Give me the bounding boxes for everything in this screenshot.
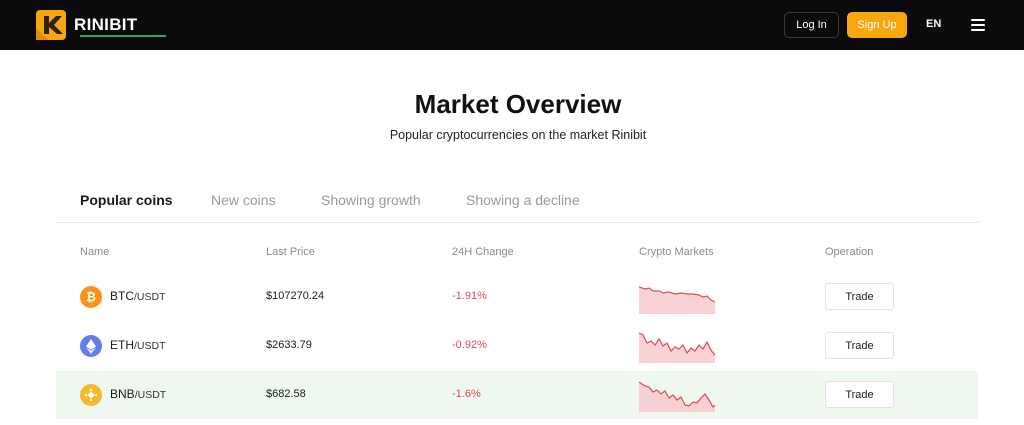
column-header-crypto-markets: Crypto Markets <box>639 246 714 258</box>
last-price: $682.58 <box>266 388 306 400</box>
hamburger-menu-icon[interactable] <box>971 19 985 31</box>
trade-button[interactable]: Trade <box>825 283 894 310</box>
tab-showing-growth[interactable]: Showing growth <box>321 192 421 208</box>
brand-name: RINIBIT <box>74 15 138 34</box>
change-24h: -1.6% <box>452 388 481 400</box>
change-24h: -0.92% <box>452 339 487 351</box>
trade-button[interactable]: Trade <box>825 332 894 359</box>
last-price: $2633.79 <box>266 339 312 351</box>
table-row-eth[interactable]: ETH/USDT $2633.79 -0.92% Trade <box>56 322 978 370</box>
active-tab-underline <box>80 35 166 37</box>
sparkline-chart <box>639 332 715 363</box>
last-price: $107270.24 <box>266 290 325 302</box>
top-navigation-bar: RINIBIT Log In Sign Up EN <box>0 0 1024 50</box>
tab-new-coins[interactable]: New coins <box>211 192 276 208</box>
change-24h: -1.91% <box>452 290 487 302</box>
signup-button[interactable]: Sign Up <box>847 12 907 38</box>
sparkline-chart <box>639 381 715 412</box>
column-header-last-price: Last Price <box>266 246 315 258</box>
table-row-bnb[interactable]: BNB/USDT $682.58 -1.6% Trade <box>56 371 978 419</box>
column-header-name: Name <box>80 246 110 258</box>
pair-label: ETH/USDT <box>110 338 166 352</box>
pair-quote: /USDT <box>134 340 166 352</box>
page-title: Market Overview <box>414 89 622 119</box>
page-subtitle: Popular cryptocurrencies on the market R… <box>389 128 647 142</box>
pair-base: BTC <box>110 289 134 303</box>
trade-button[interactable]: Trade <box>825 381 894 408</box>
pair-base: ETH <box>110 338 134 352</box>
table-row-btc[interactable]: ₿ BTC/USDT $107270.24 -1.91% Trade <box>56 273 978 321</box>
brand[interactable]: RINIBIT <box>36 10 137 40</box>
pair-label: BNB/USDT <box>110 387 166 401</box>
pair-label: BTC/USDT <box>110 289 166 303</box>
ethereum-icon <box>80 335 102 357</box>
login-button[interactable]: Log In <box>784 12 839 38</box>
language-selector[interactable]: EN <box>926 18 942 30</box>
pair-base: BNB <box>110 387 135 401</box>
bitcoin-icon: ₿ <box>80 286 102 308</box>
pair-quote: /USDT <box>134 291 166 303</box>
tab-showing-decline[interactable]: Showing a decline <box>466 192 580 208</box>
pair-quote: /USDT <box>134 389 167 401</box>
bnb-icon <box>80 384 102 406</box>
market-tabs: Popular coins New coins Showing growth S… <box>56 186 980 223</box>
sparkline-chart <box>639 286 715 314</box>
column-header-24h-change: 24H Change <box>452 246 514 258</box>
tab-popular-coins[interactable]: Popular coins <box>80 192 173 208</box>
column-header-operation: Operation <box>825 246 874 258</box>
rinibit-logo-icon <box>36 10 66 40</box>
